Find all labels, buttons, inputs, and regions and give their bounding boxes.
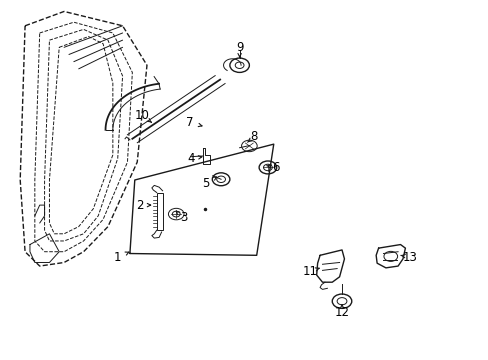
Text: 1: 1 bbox=[114, 251, 121, 264]
Text: 10: 10 bbox=[134, 109, 149, 122]
Text: 11: 11 bbox=[302, 265, 317, 278]
Text: 13: 13 bbox=[402, 251, 417, 264]
Text: 8: 8 bbox=[250, 130, 257, 144]
Text: 12: 12 bbox=[334, 306, 349, 319]
Text: 2: 2 bbox=[136, 199, 143, 212]
Text: 9: 9 bbox=[235, 41, 243, 54]
Text: 6: 6 bbox=[272, 161, 279, 174]
Text: 4: 4 bbox=[187, 152, 194, 165]
Text: 7: 7 bbox=[186, 116, 193, 129]
Text: 5: 5 bbox=[202, 177, 209, 190]
Text: 3: 3 bbox=[180, 211, 187, 224]
